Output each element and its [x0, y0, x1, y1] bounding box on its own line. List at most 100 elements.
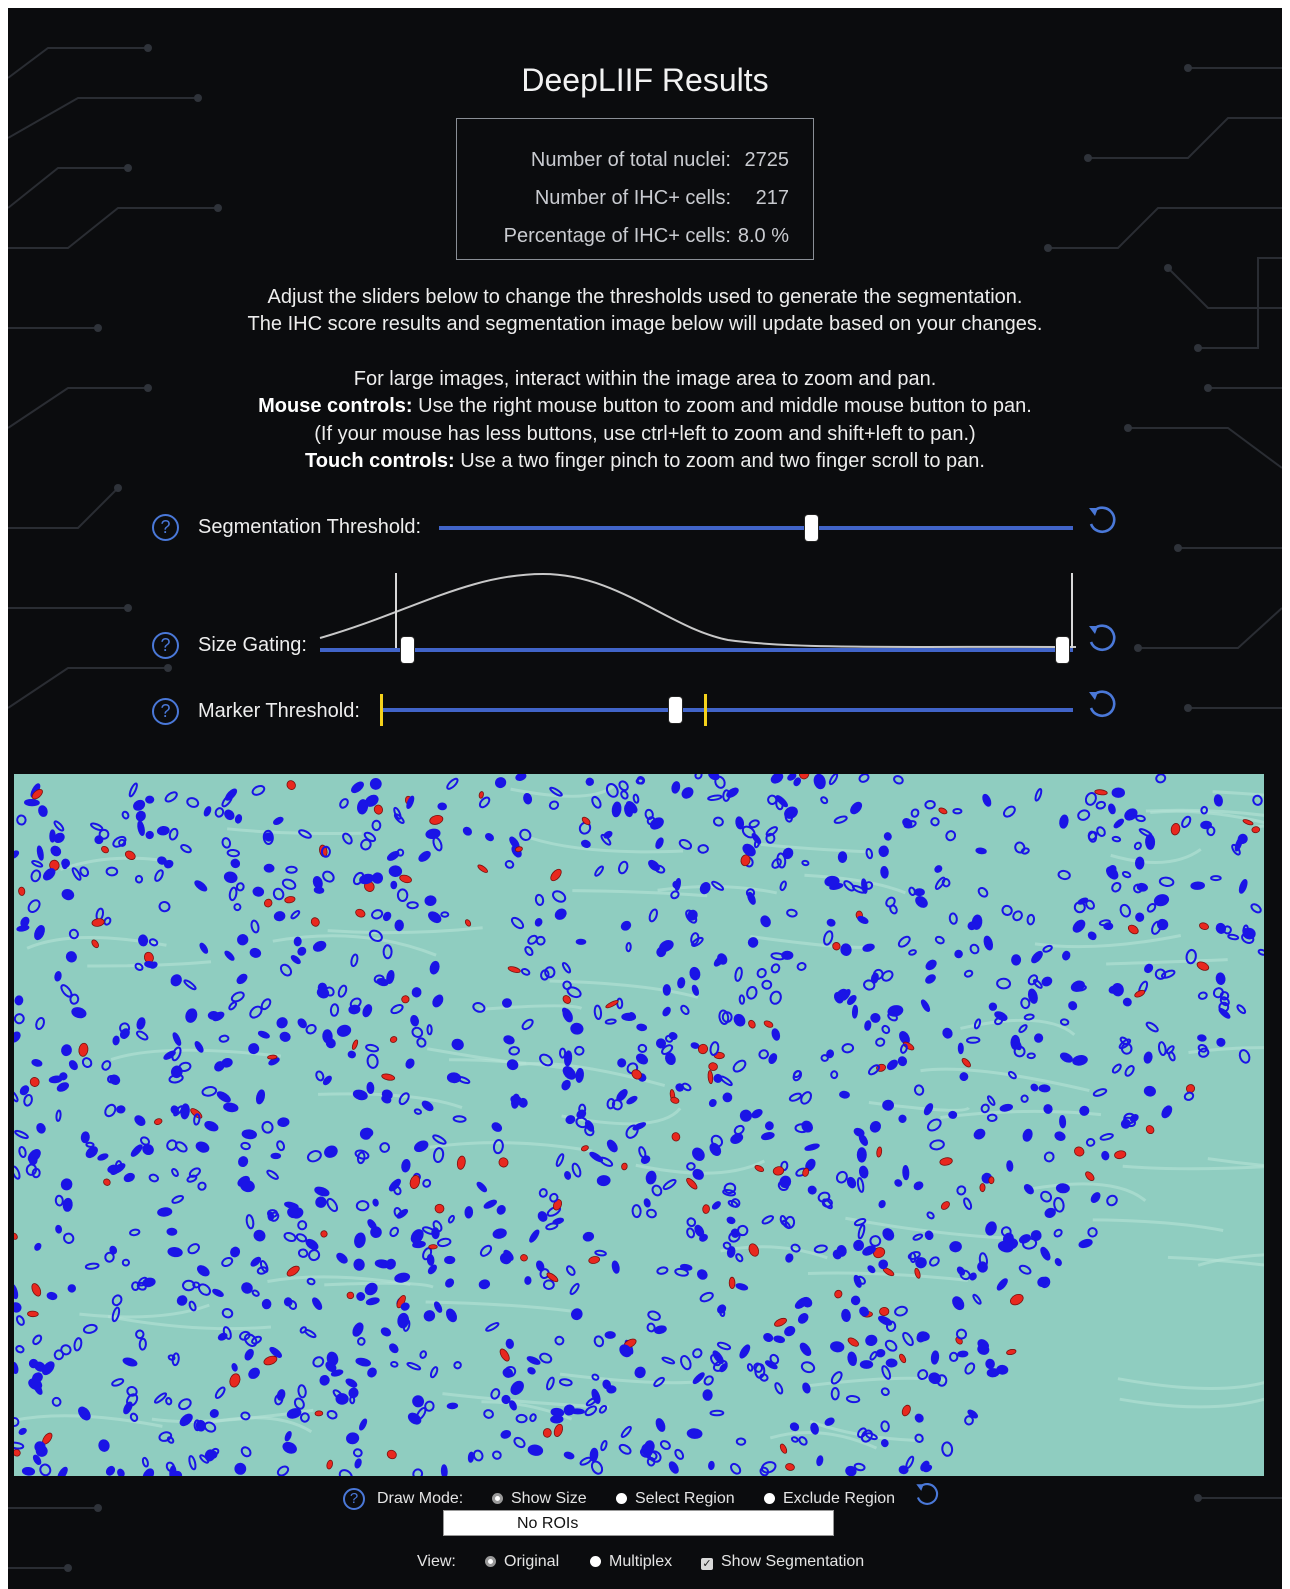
draw-mode-select-region[interactable]: Select Region	[616, 1490, 735, 1508]
negative-nucleus	[858, 1165, 869, 1179]
negative-nucleus	[129, 1412, 139, 1422]
negative-nucleus	[472, 1449, 484, 1462]
segmentation-threshold-slider[interactable]	[439, 514, 1073, 542]
negative-nucleus	[1113, 818, 1125, 829]
negative-nucleus	[651, 1184, 663, 1197]
negative-nucleus	[656, 1266, 669, 1275]
negative-nucleus	[817, 1191, 831, 1203]
negative-nucleus	[963, 1197, 973, 1210]
negative-nucleus	[585, 1397, 597, 1407]
negative-nucleus	[272, 887, 285, 901]
positive-nucleus	[1145, 1125, 1155, 1135]
negative-nucleus	[148, 1173, 160, 1183]
negative-nucleus	[319, 1374, 330, 1386]
negative-nucleus	[878, 845, 889, 858]
negative-nucleus	[646, 1456, 656, 1467]
negative-nucleus	[451, 1038, 464, 1051]
touch-controls-label: Touch controls:	[305, 450, 455, 473]
marker-help-icon[interactable]: ?	[152, 698, 179, 725]
negative-nucleus	[594, 1249, 607, 1257]
radio-unchecked[interactable]	[590, 1556, 601, 1567]
negative-nucleus	[972, 1293, 982, 1305]
negative-nucleus	[770, 774, 784, 784]
negative-nucleus	[390, 880, 398, 890]
view-original[interactable]: Original	[485, 1553, 559, 1571]
negative-nucleus	[352, 1322, 364, 1337]
negative-nucleus	[713, 955, 725, 967]
negative-nucleus	[867, 1064, 881, 1076]
negative-nucleus	[141, 1456, 149, 1468]
draw-mode-exclude-region[interactable]: Exclude Region	[764, 1490, 895, 1508]
size-gating-reset-icon[interactable]	[1085, 622, 1119, 656]
positive-nucleus	[154, 1118, 163, 1125]
negative-nucleus	[686, 1162, 696, 1171]
slider-thumb-high[interactable]	[1056, 637, 1069, 663]
size-gating-help-icon[interactable]: ?	[152, 632, 179, 659]
slider-thumb[interactable]	[669, 697, 682, 723]
negative-nucleus	[1044, 1207, 1056, 1218]
negative-nucleus	[659, 1440, 671, 1450]
negative-nucleus	[326, 1409, 338, 1420]
negative-nucleus	[248, 1043, 260, 1055]
negative-nucleus	[975, 847, 987, 855]
negative-nucleus	[785, 1253, 794, 1263]
negative-nucleus	[802, 1382, 811, 1394]
negative-nucleus	[304, 1329, 317, 1339]
circuit-trace	[1198, 257, 1282, 349]
negative-nucleus	[316, 987, 330, 999]
tissue-fiber	[272, 934, 437, 957]
negative-nucleus	[833, 815, 848, 824]
negative-nucleus	[746, 985, 758, 1000]
negative-nucleus	[653, 1325, 667, 1335]
negative-nucleus	[1197, 1034, 1207, 1042]
slider-thumb-low[interactable]	[401, 637, 414, 663]
negative-nucleus	[50, 845, 62, 857]
roi-list[interactable]: No ROIs	[443, 1510, 834, 1536]
radio-checked[interactable]	[485, 1556, 496, 1567]
negative-nucleus	[396, 888, 409, 902]
radio-unchecked[interactable]	[616, 1493, 627, 1504]
negative-nucleus	[32, 1454, 42, 1466]
negative-nucleus	[188, 1455, 197, 1471]
negative-nucleus	[925, 959, 937, 971]
checkbox-checked[interactable]: ✓	[701, 1558, 713, 1570]
negative-nucleus	[284, 1201, 299, 1210]
segmentation-image-viewer[interactable]	[14, 774, 1264, 1476]
negative-nucleus	[820, 796, 829, 805]
segmentation-reset-icon[interactable]	[1085, 504, 1119, 538]
negative-nucleus	[1219, 996, 1230, 1007]
marker-reset-icon[interactable]	[1085, 688, 1119, 722]
positive-nucleus	[772, 1166, 785, 1176]
slider-thumb[interactable]	[805, 515, 818, 541]
negative-nucleus	[767, 794, 778, 805]
negative-nucleus	[1018, 1234, 1032, 1244]
negative-nucleus	[830, 1387, 840, 1401]
draw-mode-show-size[interactable]: Show Size	[492, 1490, 587, 1508]
negative-nucleus	[308, 1249, 321, 1262]
negative-nucleus	[869, 1235, 882, 1247]
negative-nucleus	[368, 929, 383, 943]
negative-nucleus	[655, 837, 664, 849]
negative-nucleus	[887, 1012, 898, 1022]
negative-nucleus	[662, 984, 671, 996]
marker-threshold-slider[interactable]	[380, 694, 1073, 726]
show-segmentation-toggle[interactable]: ✓ Show Segmentation	[701, 1553, 864, 1571]
positive-nucleus	[314, 1410, 324, 1417]
negative-nucleus	[1144, 963, 1154, 974]
negative-nucleus	[634, 1366, 646, 1379]
negative-nucleus	[284, 1430, 292, 1442]
negative-nucleus	[625, 942, 632, 953]
view-multiplex[interactable]: Multiplex	[590, 1553, 672, 1571]
negative-nucleus	[672, 880, 681, 889]
tissue-fiber	[1028, 1182, 1147, 1202]
draw-mode-help-icon[interactable]: ?	[343, 1488, 365, 1510]
draw-mode-reset-icon[interactable]	[913, 1481, 941, 1509]
negative-nucleus	[348, 1387, 359, 1399]
size-gating-slider[interactable]	[320, 636, 1073, 664]
negative-nucleus	[73, 1337, 83, 1352]
segmentation-help-icon[interactable]: ?	[152, 514, 179, 541]
negative-nucleus	[504, 860, 515, 869]
radio-unchecked[interactable]	[764, 1493, 775, 1504]
radio-checked[interactable]	[492, 1493, 503, 1504]
negative-nucleus	[369, 778, 382, 790]
